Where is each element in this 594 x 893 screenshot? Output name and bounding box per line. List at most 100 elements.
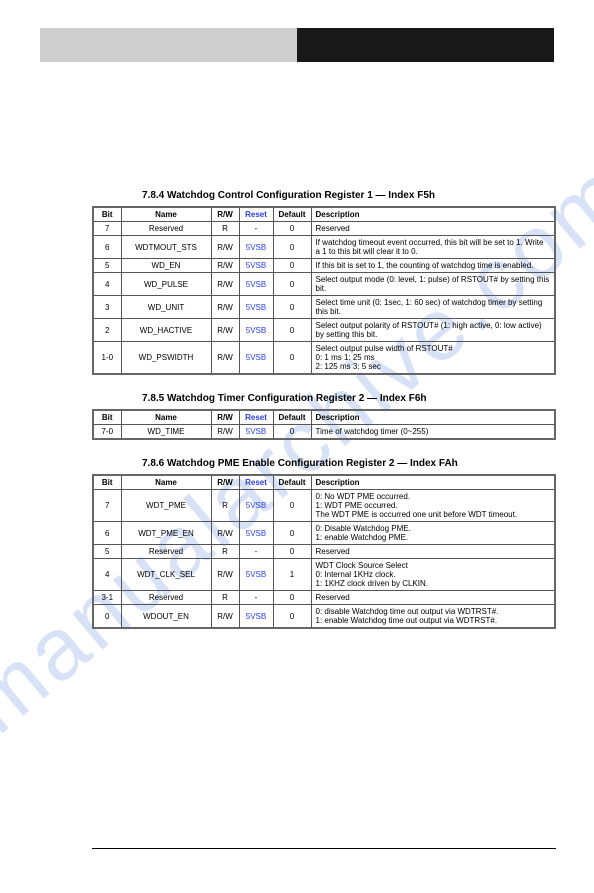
cell: - xyxy=(239,591,273,605)
col-header: Default xyxy=(273,475,311,490)
col-header: Reset xyxy=(239,410,273,425)
table-row: 7ReservedR-0Reserved xyxy=(93,222,555,236)
register-table-3: Bit Name R/W Reset Default Description 7… xyxy=(92,474,556,629)
cell: WD_TIME xyxy=(121,425,211,440)
cell: WDOUT_EN xyxy=(121,605,211,629)
cell: Reserved xyxy=(311,222,555,236)
cell: 0 xyxy=(273,273,311,296)
cell: If this bit is set to 1, the counting of… xyxy=(311,259,555,273)
cell: 4 xyxy=(93,559,121,591)
cell: WDT_PME xyxy=(121,490,211,522)
cell: 5VSB xyxy=(239,236,273,259)
header-left-block xyxy=(40,28,297,62)
table-row: 5ReservedR-0Reserved xyxy=(93,545,555,559)
cell: R xyxy=(211,545,239,559)
cell: 7-0 xyxy=(93,425,121,440)
cell: - xyxy=(239,545,273,559)
table-header-row: Bit Name R/W Reset Default Description xyxy=(93,410,555,425)
cell: 0 xyxy=(273,296,311,319)
register-table-2: Bit Name R/W Reset Default Description 7… xyxy=(92,409,556,440)
cell: 0 xyxy=(273,545,311,559)
cell: Reserved xyxy=(311,591,555,605)
cell: Time of watchdog timer (0~255) xyxy=(311,425,555,440)
table-row: 4WDT_CLK_SELR/W5VSB1WDT Clock Source Sel… xyxy=(93,559,555,591)
col-header: R/W xyxy=(211,475,239,490)
cell: 0: disable Watchdog time out output via … xyxy=(311,605,555,629)
table-header-row: Bit Name R/W Reset Default Description xyxy=(93,475,555,490)
cell: WD_PSWIDTH xyxy=(121,342,211,375)
cell: 7 xyxy=(93,490,121,522)
cell: 5VSB xyxy=(239,605,273,629)
section-title-3: 7.8.6 Watchdog PME Enable Configuration … xyxy=(142,458,556,469)
cell: 5VSB xyxy=(239,522,273,545)
cell: 3 xyxy=(93,296,121,319)
cell: R/W xyxy=(211,522,239,545)
page-content: 7.8.4 Watchdog Control Configuration Reg… xyxy=(92,190,556,647)
cell: WD_PULSE xyxy=(121,273,211,296)
section-title-1: 7.8.4 Watchdog Control Configuration Reg… xyxy=(142,190,556,201)
cell: Reserved xyxy=(121,222,211,236)
cell: Select output pulse width of RSTOUT# 0: … xyxy=(311,342,555,375)
cell: 1-0 xyxy=(93,342,121,375)
col-header: Bit xyxy=(93,410,121,425)
cell: 0 xyxy=(273,236,311,259)
table-row: 0WDOUT_ENR/W5VSB00: disable Watchdog tim… xyxy=(93,605,555,629)
cell: WDT_PME_EN xyxy=(121,522,211,545)
cell: WDTMOUT_STS xyxy=(121,236,211,259)
cell: R/W xyxy=(211,273,239,296)
cell: R/W xyxy=(211,296,239,319)
cell: R/W xyxy=(211,236,239,259)
cell: 0 xyxy=(273,425,311,440)
cell: Reserved xyxy=(121,545,211,559)
cell: 5VSB xyxy=(239,296,273,319)
cell: 0 xyxy=(273,591,311,605)
col-header: Reset xyxy=(239,207,273,222)
cell: 5VSB xyxy=(239,259,273,273)
table-header-row: Bit Name R/W Reset Default Description xyxy=(93,207,555,222)
cell: Select output mode (0: level, 1: pulse) … xyxy=(311,273,555,296)
col-header: Bit xyxy=(93,475,121,490)
cell: R/W xyxy=(211,425,239,440)
cell: Reserved xyxy=(311,545,555,559)
cell: R/W xyxy=(211,259,239,273)
cell: 4 xyxy=(93,273,121,296)
table-row: 7WDT_PMER5VSB00: No WDT PME occurred. 1:… xyxy=(93,490,555,522)
register-table-1: Bit Name R/W Reset Default Description 7… xyxy=(92,206,556,375)
cell: R xyxy=(211,591,239,605)
cell: 0 xyxy=(273,222,311,236)
cell: R/W xyxy=(211,605,239,629)
cell: 0 xyxy=(93,605,121,629)
cell: Select time unit (0: 1sec, 1: 60 sec) of… xyxy=(311,296,555,319)
cell: 0 xyxy=(273,319,311,342)
cell: 5VSB xyxy=(239,319,273,342)
cell: 1 xyxy=(273,559,311,591)
cell: R/W xyxy=(211,559,239,591)
col-header: R/W xyxy=(211,207,239,222)
col-header: Name xyxy=(121,207,211,222)
table-row: 1-0WD_PSWIDTHR/W5VSB0Select output pulse… xyxy=(93,342,555,375)
cell: - xyxy=(239,222,273,236)
header-bar xyxy=(40,28,554,62)
cell: 5VSB xyxy=(239,490,273,522)
table-row: 3WD_UNITR/W5VSB0Select time unit (0: 1se… xyxy=(93,296,555,319)
cell: 0 xyxy=(273,259,311,273)
cell: WD_EN xyxy=(121,259,211,273)
col-header: Description xyxy=(311,475,555,490)
cell: 5VSB xyxy=(239,342,273,375)
cell: 5 xyxy=(93,259,121,273)
cell: 0 xyxy=(273,342,311,375)
header-right-block xyxy=(297,28,554,62)
cell: 7 xyxy=(93,222,121,236)
col-header: Description xyxy=(311,207,555,222)
table-row: 4WD_PULSER/W5VSB0Select output mode (0: … xyxy=(93,273,555,296)
cell: WDT_CLK_SEL xyxy=(121,559,211,591)
cell: Select output polarity of RSTOUT# (1: hi… xyxy=(311,319,555,342)
table-row: 5WD_ENR/W5VSB0If this bit is set to 1, t… xyxy=(93,259,555,273)
cell: R/W xyxy=(211,342,239,375)
cell: 0 xyxy=(273,490,311,522)
cell: Reserved xyxy=(121,591,211,605)
cell: If watchdog timeout event occurred, this… xyxy=(311,236,555,259)
cell: 0: Disable Watchdog PME. 1: enable Watch… xyxy=(311,522,555,545)
col-header: R/W xyxy=(211,410,239,425)
cell: 6 xyxy=(93,236,121,259)
